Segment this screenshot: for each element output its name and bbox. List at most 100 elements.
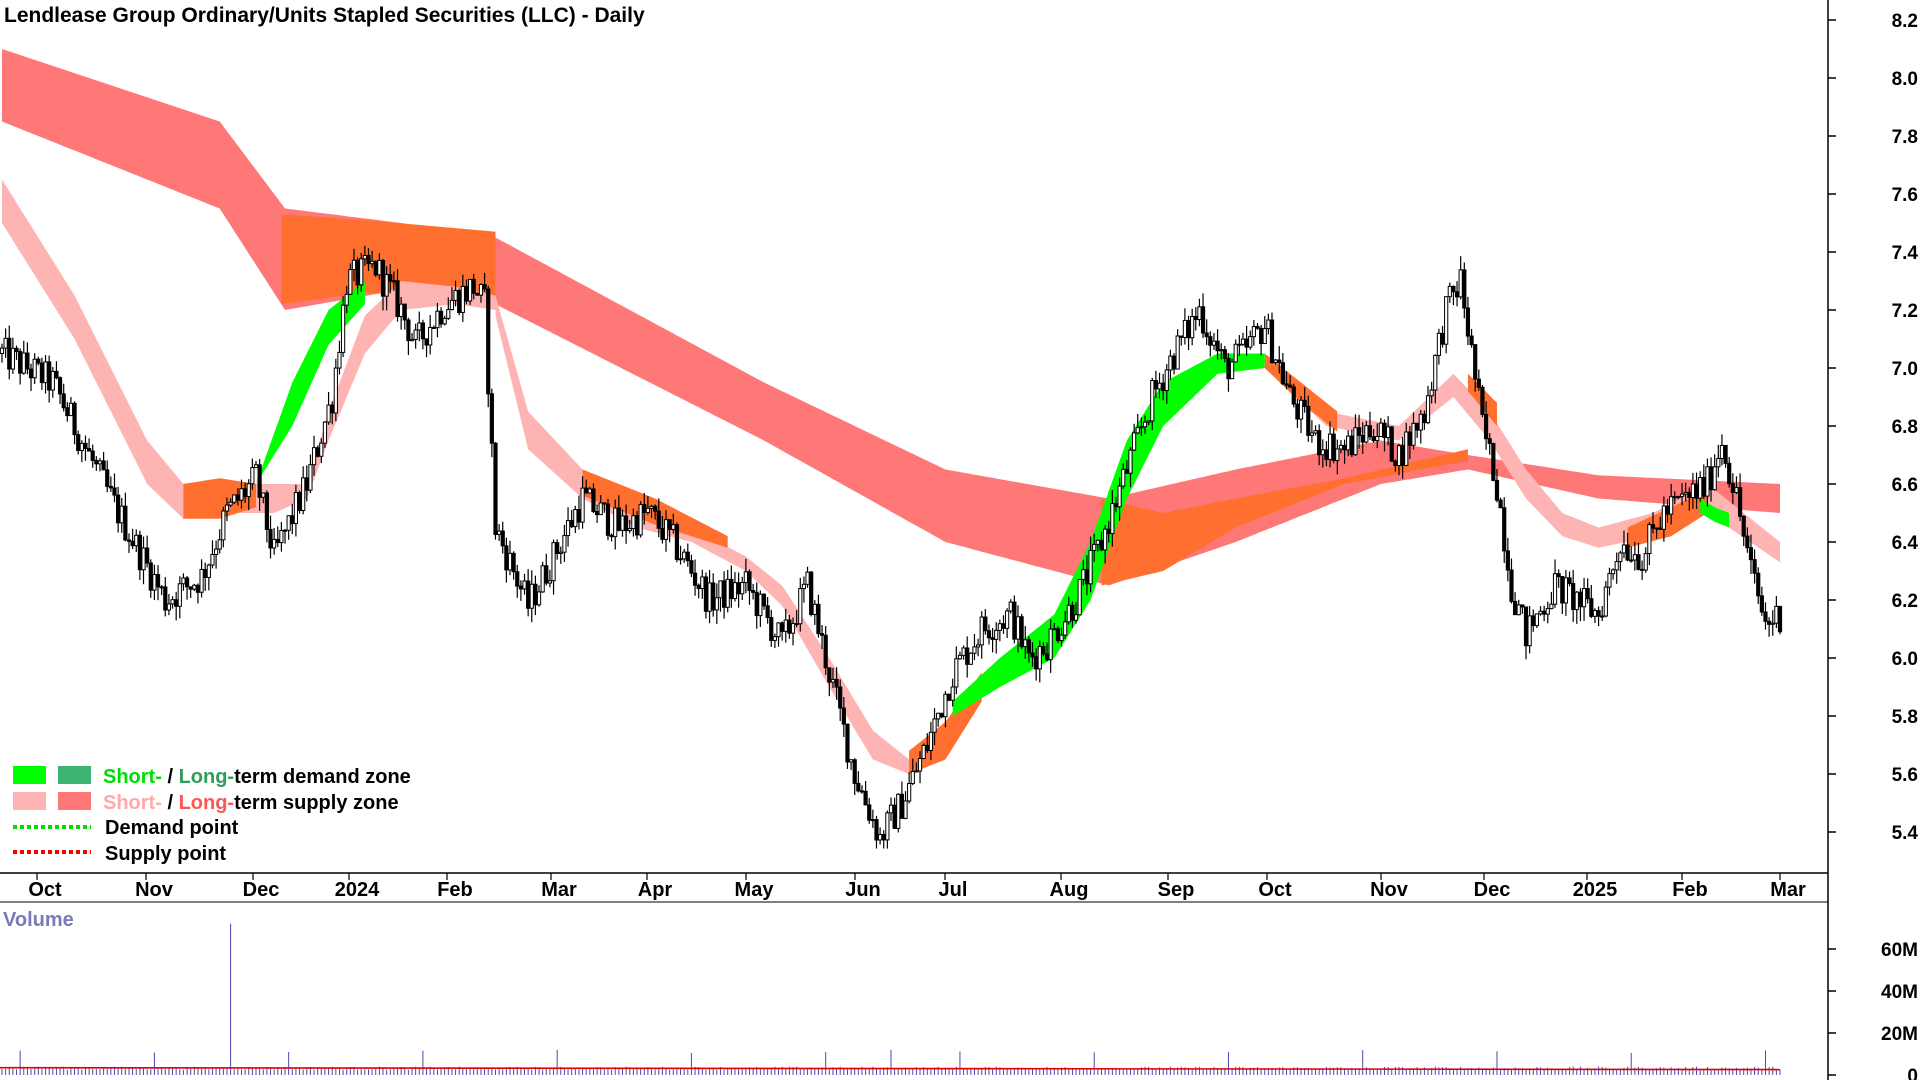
candle — [1429, 381, 1434, 404]
candle-body — [446, 309, 451, 319]
candle — [217, 529, 222, 554]
candle — [1335, 439, 1340, 475]
candle-body — [1527, 615, 1532, 647]
candle — [526, 569, 531, 617]
candle-body — [631, 515, 636, 530]
candle — [711, 573, 716, 617]
candle-body — [228, 501, 233, 506]
candle-body — [61, 393, 66, 409]
candle-body — [1371, 436, 1376, 442]
candle-body — [1603, 586, 1608, 617]
candle-body — [685, 551, 690, 562]
candle-body — [1756, 572, 1761, 597]
candle-body — [1117, 485, 1122, 508]
candle-body — [1708, 466, 1714, 491]
candle-body — [1415, 422, 1420, 431]
candle — [1567, 571, 1572, 587]
candle-body — [1030, 652, 1035, 658]
candle — [602, 502, 607, 513]
candle-body — [1240, 338, 1246, 345]
candle-body — [1121, 468, 1126, 487]
candle — [1527, 606, 1532, 654]
candle — [123, 492, 128, 542]
candle — [1404, 422, 1409, 466]
candle-body — [170, 599, 175, 605]
candle — [700, 569, 705, 599]
y-tick-label: 6.4 — [1892, 533, 1919, 554]
candle — [834, 667, 839, 700]
candle-body — [119, 505, 124, 524]
candle — [515, 564, 520, 598]
candle-body — [377, 259, 382, 276]
candle — [1302, 387, 1307, 413]
candle-body — [467, 278, 473, 302]
candle-body — [1614, 561, 1619, 571]
y-tick-label: 6.8 — [1892, 417, 1918, 438]
candle — [1610, 568, 1616, 580]
candle — [558, 546, 563, 564]
candle — [406, 317, 411, 356]
candle-body — [1447, 285, 1452, 298]
candle — [714, 583, 719, 624]
candle — [148, 559, 153, 598]
candle-body — [584, 487, 589, 494]
candle-body — [449, 299, 455, 311]
candle — [79, 440, 84, 463]
candle — [221, 506, 226, 548]
candle — [1777, 605, 1783, 635]
candle-body — [351, 259, 357, 271]
candle — [1552, 559, 1558, 608]
candle-body — [1716, 457, 1721, 468]
candle-body — [1222, 349, 1227, 359]
candle-body — [765, 605, 770, 619]
candle — [1244, 325, 1249, 356]
candle — [1375, 423, 1380, 449]
candle — [195, 583, 201, 604]
candle-body — [137, 534, 142, 571]
zone-band-short-term-3 — [2, 179, 496, 519]
candle — [1465, 296, 1471, 346]
candle — [580, 476, 585, 529]
candle — [446, 297, 451, 320]
candle-body — [333, 367, 338, 414]
candle-body — [1687, 491, 1692, 499]
legend-swatch-long-supply — [58, 792, 91, 810]
candle-body — [453, 290, 458, 301]
candle-body — [3, 337, 8, 349]
candle — [1585, 578, 1590, 604]
candle — [1545, 601, 1550, 624]
candle — [308, 454, 313, 494]
candle-body — [721, 580, 727, 608]
candle — [36, 356, 41, 366]
candle-body — [1752, 559, 1757, 574]
candle-body — [1269, 319, 1275, 364]
candle — [1473, 344, 1478, 392]
candle-body — [184, 577, 190, 588]
candle — [275, 526, 280, 548]
candle-body — [1618, 552, 1623, 563]
candle — [10, 337, 15, 374]
candle-body — [203, 568, 208, 578]
candle-body — [1349, 435, 1354, 456]
candle — [1574, 590, 1579, 624]
candle-body — [1777, 605, 1783, 633]
candle-body — [983, 616, 988, 632]
candle-body — [1592, 610, 1598, 617]
candle-body — [1556, 573, 1561, 578]
candle — [533, 575, 538, 616]
candle — [605, 498, 611, 541]
candle — [928, 721, 934, 761]
candle — [159, 584, 164, 596]
candle — [645, 496, 650, 515]
candle-body — [152, 574, 157, 591]
candle-body — [816, 603, 821, 635]
candle — [573, 505, 578, 534]
candle-body — [714, 597, 719, 611]
candle-body — [1429, 389, 1434, 397]
candle — [848, 759, 854, 770]
candle — [957, 651, 963, 660]
candle — [576, 495, 582, 530]
candle — [986, 624, 992, 645]
candle — [761, 593, 767, 610]
candle — [529, 570, 534, 623]
